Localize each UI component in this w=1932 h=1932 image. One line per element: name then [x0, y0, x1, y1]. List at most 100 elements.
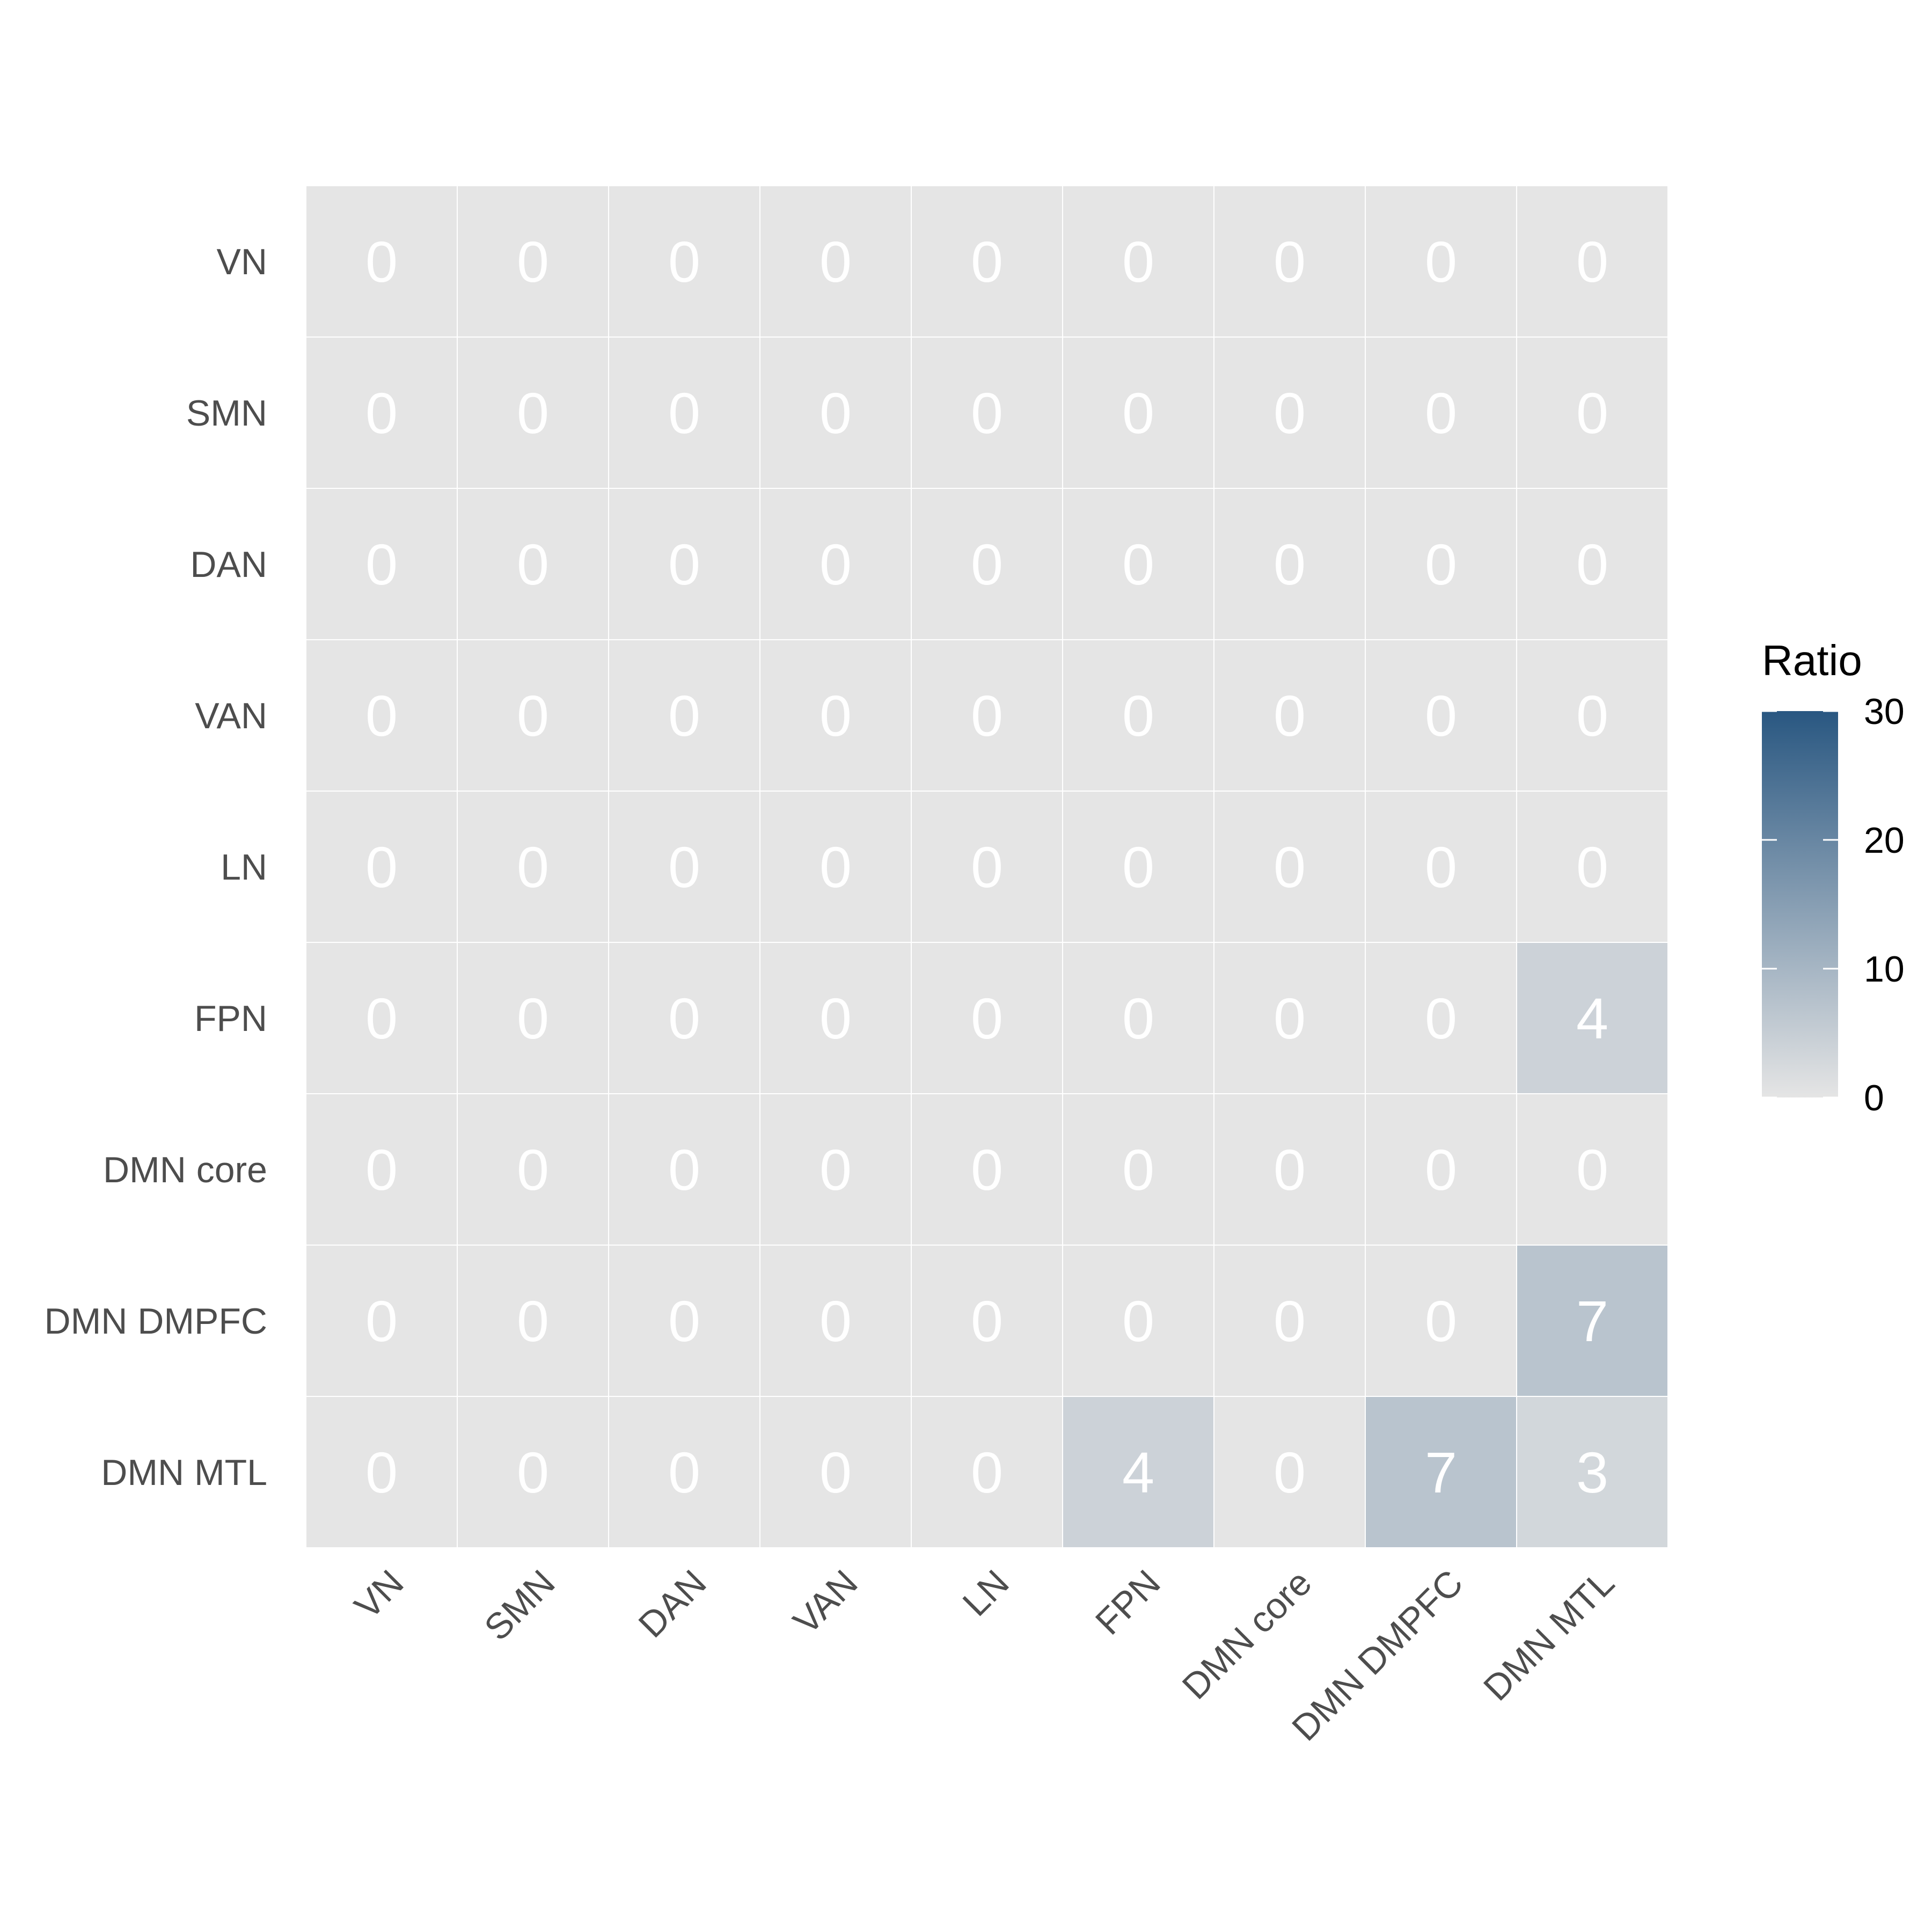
heatmap-cell-value: 0: [819, 835, 852, 899]
heatmap-cell-value: 0: [1122, 532, 1154, 597]
heatmap-cell-value: 0: [517, 229, 549, 294]
heatmap-cell: [759, 336, 912, 489]
heatmap-cell: [305, 1396, 458, 1548]
legend-tick-label: 10: [1864, 949, 1905, 990]
heatmap-cell: [1365, 639, 1517, 792]
heatmap-cell-value: 7: [1425, 1440, 1457, 1505]
heatmap-cell-value: 0: [1576, 835, 1608, 899]
heatmap-cell: [305, 488, 458, 640]
heatmap-cell-value: 0: [971, 683, 1003, 748]
heatmap-cell: [1213, 942, 1366, 1094]
heatmap-cell-value: 0: [1274, 1440, 1306, 1505]
heatmap-cell: [608, 336, 760, 489]
heatmap-cell: [608, 185, 760, 338]
heatmap-cell-value: 0: [517, 835, 549, 899]
heatmap-cell: [1516, 942, 1668, 1094]
heatmap-cell: [759, 1245, 912, 1397]
heatmap-cell-value: 0: [1425, 683, 1457, 748]
y-tick-label: VAN: [195, 696, 267, 736]
heatmap-cell-value: 0: [1122, 1137, 1154, 1202]
heatmap-cell: [608, 639, 760, 792]
heatmap-cell: [457, 488, 609, 640]
heatmap-cell-value: 0: [1274, 229, 1306, 294]
heatmap-cell-value: 0: [517, 532, 549, 597]
heatmap-cell: [759, 639, 912, 792]
heatmap-cell-value: 0: [365, 532, 398, 597]
heatmap-cell-value: 0: [1122, 835, 1154, 899]
heatmap-cell-value: 3: [1576, 1440, 1608, 1505]
heatmap-cells: [305, 185, 1668, 1548]
heatmap-cell-value: 0: [819, 229, 852, 294]
heatmap-cell: [1516, 488, 1668, 640]
heatmap-cell-value: 0: [1274, 1289, 1306, 1353]
heatmap-cell: [1062, 488, 1214, 640]
heatmap-cell-value: 0: [1274, 683, 1306, 748]
heatmap-cell-value: 0: [668, 532, 700, 597]
heatmap-cell-value: 0: [1425, 835, 1457, 899]
y-tick-label: SMN: [186, 393, 267, 434]
heatmap-cell-value: 0: [668, 683, 700, 748]
heatmap-cell-value: 0: [1122, 229, 1154, 294]
heatmap-cell: [1062, 1245, 1214, 1397]
heatmap-cell-value: 0: [1425, 986, 1457, 1051]
heatmap-cell: [1516, 1245, 1668, 1397]
heatmap-cell-value: 0: [1122, 1289, 1154, 1353]
heatmap-cell: [457, 791, 609, 943]
heatmap-cell-value: 0: [1122, 380, 1154, 445]
heatmap-cell: [911, 488, 1063, 640]
heatmap-cell-value: 0: [819, 1289, 852, 1353]
heatmap-cell-value: 0: [1576, 683, 1608, 748]
heatmap-cell-value: 0: [517, 1440, 549, 1505]
heatmap-cell-value: 7: [1576, 1289, 1608, 1353]
heatmap-cell-value: 0: [517, 380, 549, 445]
heatmap-cell: [1365, 1396, 1517, 1548]
heatmap-cell-value: 0: [1274, 380, 1306, 445]
heatmap-cell: [759, 1093, 912, 1246]
y-tick-label: DAN: [190, 544, 267, 585]
heatmap-cell-value: 0: [365, 1137, 398, 1202]
heatmap-cell: [911, 336, 1063, 489]
heatmap-cell-value: 0: [668, 835, 700, 899]
heatmap-cell: [305, 185, 458, 338]
heatmap-cell: [1365, 336, 1517, 489]
heatmap-cell-value: 0: [819, 683, 852, 748]
heatmap-cell-value: 0: [1274, 986, 1306, 1051]
heatmap-cell-value: 0: [668, 986, 700, 1051]
heatmap-cell-value: 0: [668, 1440, 700, 1505]
heatmap-cell: [911, 1093, 1063, 1246]
heatmap-cell-value: 0: [668, 1289, 700, 1353]
heatmap-cell-value: 0: [819, 532, 852, 597]
heatmap-cell: [1516, 1396, 1668, 1548]
heatmap-cell-value: 0: [1576, 532, 1608, 597]
heatmap-cell-value: 0: [668, 380, 700, 445]
heatmap-cell-value: 0: [971, 1289, 1003, 1353]
heatmap-cell-value: 0: [971, 986, 1003, 1051]
heatmap-cell: [759, 185, 912, 338]
heatmap-cell: [1365, 488, 1517, 640]
heatmap-cell: [1062, 639, 1214, 792]
heatmap-cell: [1516, 639, 1668, 792]
y-tick-label: LN: [221, 847, 267, 888]
heatmap-cell: [759, 1396, 912, 1548]
heatmap-cell-value: 0: [517, 986, 549, 1051]
heatmap-cell-value: 0: [819, 1440, 852, 1505]
heatmap-cell: [457, 1245, 609, 1397]
heatmap-cell-labels: 0 0 0 0 0 0 0 0 0 0 0 0 0 0 0 0 0 0 0 0 0 0 0 0 0 0 0 0 0 0 0 0 0 0 0 0 0 0 0 0…: [365, 229, 1608, 1505]
heatmap-cell: [608, 488, 760, 640]
legend-tick-label: 0: [1864, 1078, 1884, 1118]
heatmap-cell: [305, 1245, 458, 1397]
heatmap-cell-value: 0: [1576, 380, 1608, 445]
heatmap-cell: [1365, 791, 1517, 943]
heatmap-cell-value: 0: [971, 835, 1003, 899]
heatmap-cell: [608, 1396, 760, 1548]
heatmap-cell-value: 0: [365, 229, 398, 294]
heatmap-cell: [1516, 791, 1668, 943]
heatmap-cell: [1062, 1093, 1214, 1246]
legend-title: Ratio: [1762, 636, 1862, 684]
heatmap-cell: [608, 791, 760, 943]
heatmap-cell-value: 0: [819, 1137, 852, 1202]
heatmap-cell-value: 0: [1274, 1137, 1306, 1202]
heatmap-cell-value: 4: [1576, 986, 1608, 1051]
heatmap-cell: [911, 1245, 1063, 1397]
